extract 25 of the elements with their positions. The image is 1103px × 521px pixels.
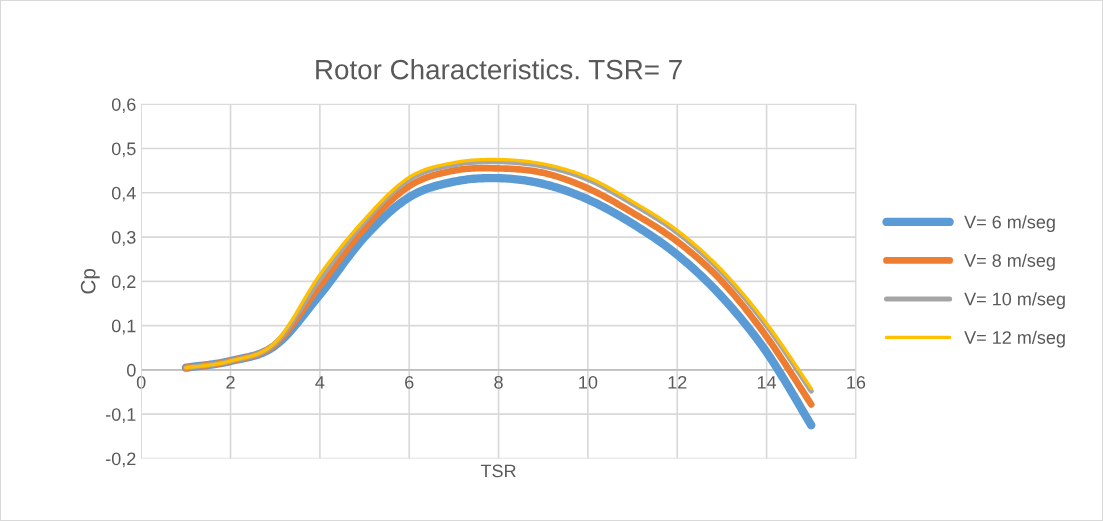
legend-label: V= 8 m/seg	[964, 253, 1055, 271]
x-axis-title: TSR	[480, 464, 516, 478]
x-tick-label: 12	[668, 375, 687, 389]
y-tick-label: -0,2	[106, 452, 136, 468]
legend-label: V= 6 m/seg	[964, 215, 1055, 233]
chart-title: Rotor Characteristics. TSR= 7	[316, 59, 682, 80]
y-tick-label: 0,1	[111, 319, 136, 335]
y-tick-label: 0	[126, 363, 136, 377]
x-tick-label: 0	[136, 375, 146, 389]
y-tick-label: -0,1	[106, 408, 136, 424]
x-tick-label: 8	[494, 375, 503, 389]
x-tick-label: 10	[579, 375, 598, 389]
x-tick-label: 4	[315, 376, 325, 389]
x-tick-label: 6	[405, 375, 414, 389]
legend-label: V= 12 m/seg	[964, 330, 1065, 348]
x-tick-label: 2	[226, 375, 235, 389]
y-tick-label: 0,6	[111, 98, 136, 114]
y-tick-label: 0,4	[111, 186, 136, 202]
x-tick-label: 16	[847, 375, 866, 389]
legend-label: V= 10 m/seg	[964, 292, 1065, 309]
x-tick-label: 14	[757, 376, 777, 389]
y-tick-label: 0,3	[111, 230, 136, 246]
y-tick-label: 0,5	[111, 142, 136, 158]
y-tick-label: 0,2	[111, 275, 136, 291]
y-axis-title: Cp	[80, 268, 100, 294]
